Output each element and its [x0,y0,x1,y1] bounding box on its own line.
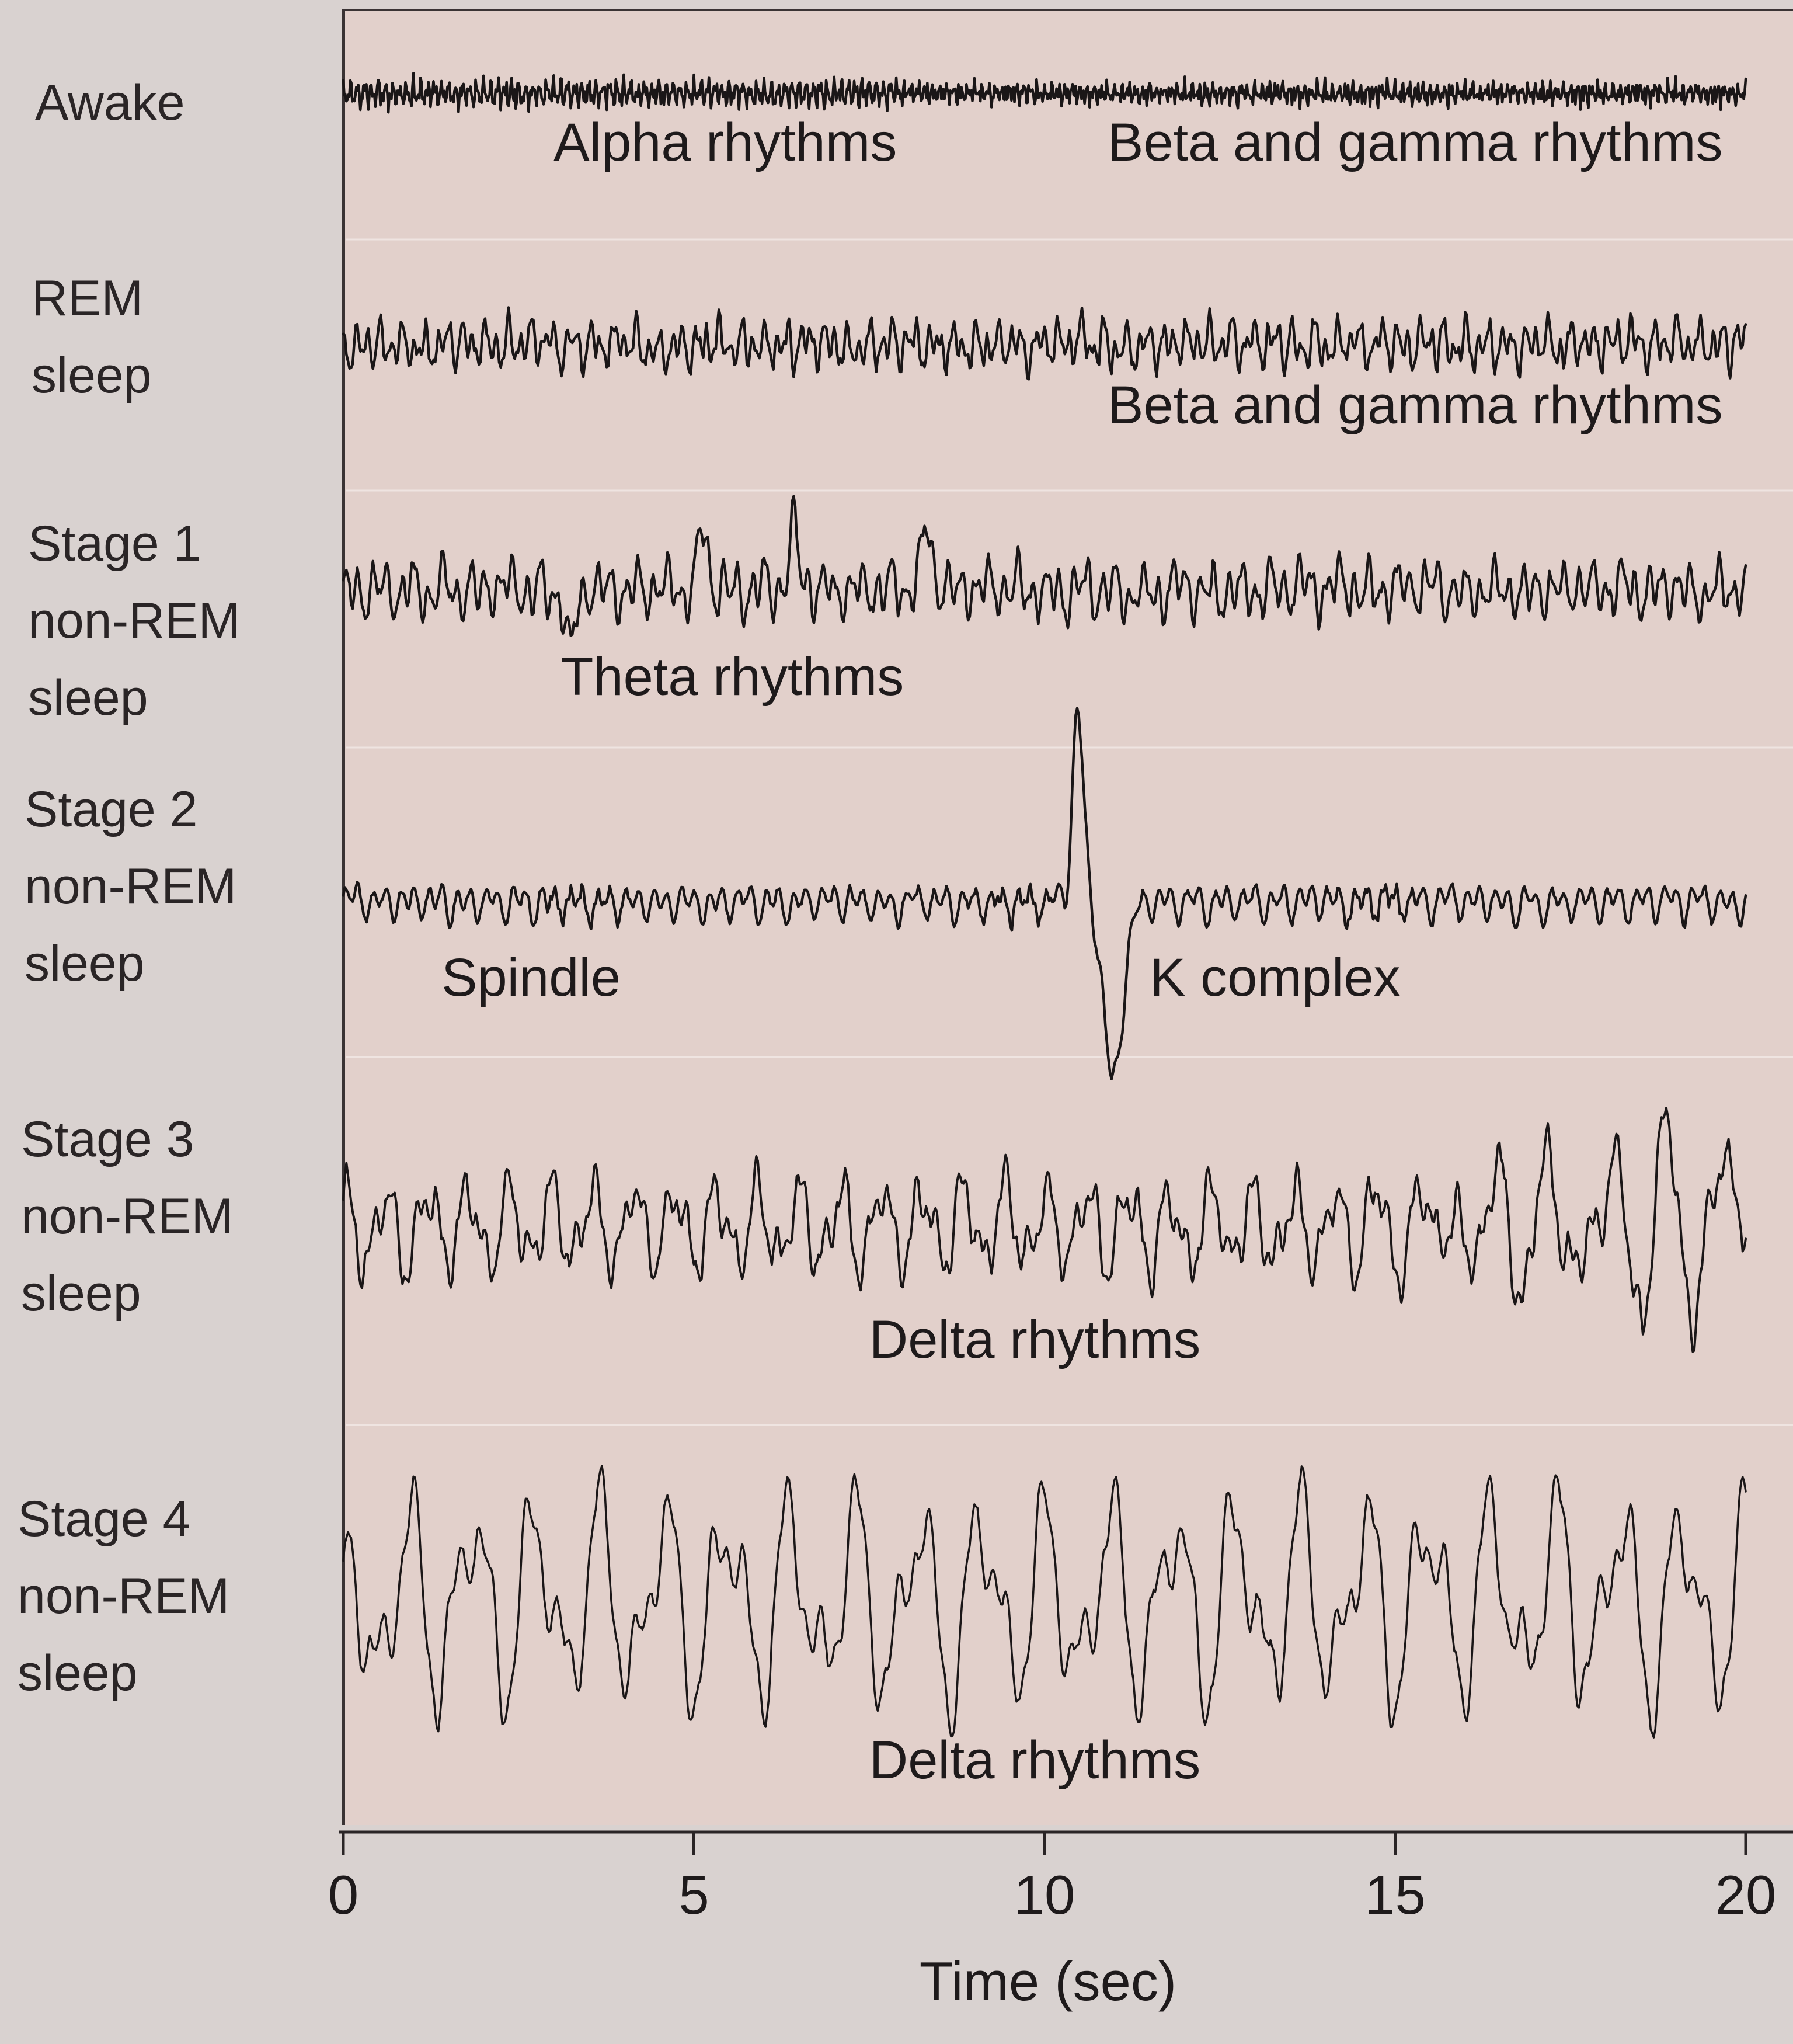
trace-awake [342,72,1747,114]
x-tick-label: 10 [1014,1864,1075,1925]
stage-label-stage-4-non-rem-sleep: sleep [18,1645,138,1701]
x-axis-title: Time (sec) [920,1951,1176,2012]
trace-stage-1-non-rem-sleep [342,495,1747,637]
x-tick-label: 20 [1715,1864,1777,1925]
stage-label-stage-4-non-rem-sleep: non-REM [18,1568,229,1624]
stage-label-rem-sleep: REM [32,270,143,326]
stage-label-stage-2-non-rem-sleep: Stage 2 [25,781,197,837]
x-tick-label: 15 [1364,1864,1426,1925]
annotation-beta-and-gamma-rhythms: Beta and gamma rhythms [1108,113,1722,172]
stage-label-awake: Awake [35,75,185,131]
annotation-alpha-rhythms: Alpha rhythms [553,113,897,172]
stage-label-stage-1-non-rem-sleep: Stage 1 [28,516,201,572]
stage-label-stage-1-non-rem-sleep: non-REM [28,593,240,649]
row-dividers [346,238,1793,1426]
stage-label-stage-2-non-rem-sleep: non-REM [25,858,236,915]
trace-stage-3-non-rem-sleep [342,1107,1747,1353]
stage-label-stage-3-non-rem-sleep: sleep [21,1266,141,1322]
stage-label-stage-3-non-rem-sleep: non-REM [21,1188,233,1245]
stage-label-rem-sleep: sleep [32,347,152,404]
stage-label-stage-3-non-rem-sleep: Stage 3 [21,1111,194,1167]
annotation-delta-rhythms: Delta rhythms [869,1310,1201,1369]
x-tick-label: 5 [678,1864,709,1925]
x-tick-label: 0 [328,1864,358,1925]
trace-stage-4-non-rem-sleep [342,1465,1747,1739]
rhythm-annotations: Alpha rhythms Beta and gamma rhythms Beta … [441,113,1722,1790]
annotation-k-complex: K complex [1150,948,1400,1007]
stage-labels: Awake REM sleep Stage 1 non-REM sleep Stage 2 n… [18,75,240,1701]
trace-rem-sleep [342,306,1747,381]
stage-label-stage-4-non-rem-sleep: Stage 4 [18,1491,190,1547]
stage-label-stage-2-non-rem-sleep: sleep [25,936,145,992]
stage-label-stage-1-non-rem-sleep: sleep [28,670,148,726]
plot-area [342,9,1793,1825]
annotation-beta-and-gamma-rhythms: Beta and gamma rhythms [1108,376,1722,435]
trace-stage-2-non-rem-sleep [342,707,1747,1080]
annotation-theta-rhythms: Theta rhythms [560,647,904,707]
annotation-delta-rhythms: Delta rhythms [869,1730,1201,1790]
x-axis-ticks: 0 5 10 15 20 [328,1832,1776,1925]
annotation-spindle: Spindle [441,948,621,1007]
eeg-traces [342,72,1747,1739]
